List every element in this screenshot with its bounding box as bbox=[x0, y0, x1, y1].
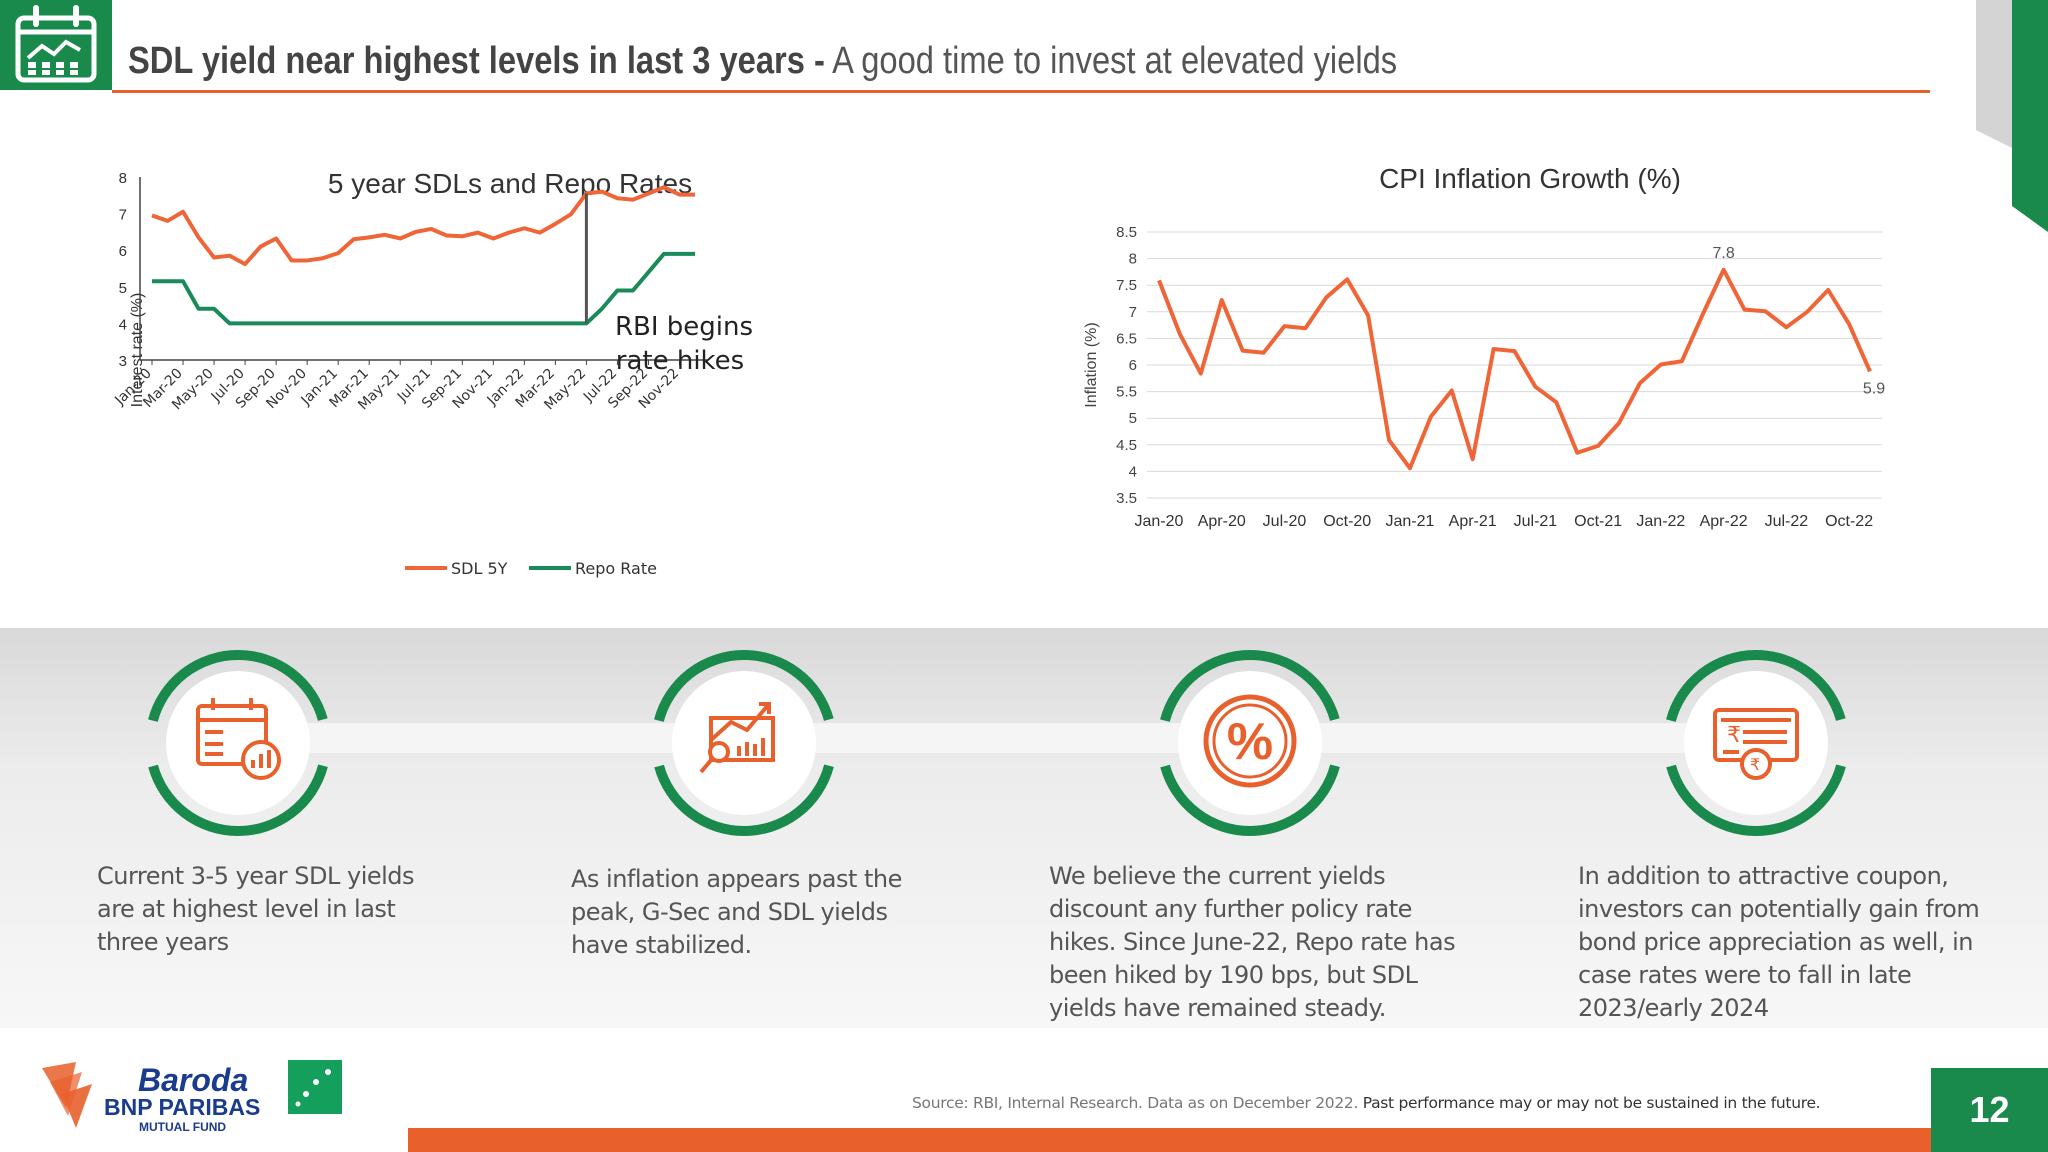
cpi-inflation-line bbox=[1157, 267, 1872, 471]
page-number: 12 bbox=[1931, 1068, 2048, 1152]
page-title: SDL yield near highest levels in last 3 … bbox=[128, 40, 1397, 83]
sdl-5y-line bbox=[151, 185, 695, 267]
y-tick-label: 7.5 bbox=[1116, 277, 1137, 294]
y-axis-label: Inflation (%) bbox=[1083, 322, 1100, 407]
x-tick-label: Jan-22 bbox=[1636, 513, 1685, 530]
y-tick-label: 6.5 bbox=[1116, 330, 1137, 347]
y-tick-label: 4.5 bbox=[1116, 437, 1137, 454]
x-tick-label: Oct-20 bbox=[1323, 513, 1371, 530]
feature-circle-2 bbox=[649, 648, 839, 838]
x-tick-label: Jul-20 bbox=[1263, 513, 1307, 530]
x-tick-label: Jan-20 bbox=[1135, 513, 1184, 530]
brand-logo: Baroda BNP PARIBAS MUTUAL FUND bbox=[36, 1058, 356, 1138]
y-tick-label: 6 bbox=[1129, 357, 1137, 374]
y-tick-label: 4 bbox=[119, 316, 127, 333]
y-tick-label: 4 bbox=[1129, 463, 1137, 480]
y-tick-label: 5.5 bbox=[1116, 384, 1137, 401]
x-tick-label: Jan-21 bbox=[1385, 513, 1434, 530]
data-label: 5.9 bbox=[1863, 380, 1885, 397]
x-tick-label: Oct-21 bbox=[1574, 513, 1622, 530]
y-tick-label: 7 bbox=[119, 207, 127, 224]
x-tick-label: Jul-21 bbox=[1514, 513, 1558, 530]
svg-text:%: % bbox=[1227, 713, 1273, 771]
y-tick-label: 8.5 bbox=[1116, 224, 1137, 241]
svg-text:₹: ₹ bbox=[1727, 723, 1741, 748]
growth-chart-icon bbox=[699, 702, 775, 774]
baroda-sunburst-icon bbox=[42, 1062, 92, 1128]
bnp-stars-icon bbox=[288, 1060, 342, 1114]
source-text: Source: RBI, Internal Research. Data as … bbox=[912, 1094, 1359, 1112]
feature-text-1: Current 3-5 year SDL yields are at highe… bbox=[97, 862, 415, 956]
legend-label: Repo Rate bbox=[575, 559, 657, 578]
x-tick-label: Apr-22 bbox=[1700, 513, 1748, 530]
x-tick-label: Jul-22 bbox=[1765, 513, 1809, 530]
y-tick-label: 3 bbox=[119, 353, 127, 370]
logo-sub: BNP PARIBAS bbox=[104, 1094, 260, 1120]
svg-text:₹: ₹ bbox=[1750, 755, 1760, 774]
logo-tag: MUTUAL FUND bbox=[139, 1120, 226, 1134]
calendar-chart-icon bbox=[0, 0, 112, 90]
y-tick-label: 5 bbox=[1129, 410, 1137, 427]
rupee-cheque-icon: ₹ ₹ bbox=[1713, 708, 1799, 780]
annotation-line-2: rate hikes bbox=[616, 346, 744, 376]
y-tick-label: 3.5 bbox=[1116, 490, 1137, 507]
x-tick-label: Apr-20 bbox=[1198, 513, 1246, 530]
x-tick-label: Oct-22 bbox=[1825, 513, 1873, 530]
y-tick-label: 6 bbox=[119, 243, 127, 260]
disclaimer-text: Past performance may or may not be susta… bbox=[1362, 1094, 1821, 1112]
title-bold: SDL yield near highest levels in last 3 … bbox=[128, 40, 825, 82]
calendar-chart-icon bbox=[196, 698, 281, 780]
y-tick-label: 5 bbox=[119, 280, 127, 297]
sdl-repo-chart: 5 year SDLs and Repo Rates Interest rate… bbox=[111, 168, 753, 578]
footer-source: Source: RBI, Internal Research. Data as … bbox=[912, 1094, 1821, 1112]
legend-label: SDL 5Y bbox=[451, 559, 508, 578]
title-divider bbox=[112, 90, 1930, 93]
y-tick-label: 7 bbox=[1129, 304, 1137, 321]
footer-bar bbox=[408, 1128, 1931, 1152]
chart-title: CPI Inflation Growth (%) bbox=[1379, 163, 1681, 194]
feature-text-2: As inflation appears past the peak, G-Se… bbox=[571, 865, 902, 959]
y-tick-label: 8 bbox=[119, 170, 127, 187]
chart-title: 5 year SDLs and Repo Rates bbox=[328, 168, 692, 199]
feature-circle-4: ₹ ₹ bbox=[1661, 648, 1851, 838]
feature-track bbox=[200, 723, 1720, 753]
feature-circle-1 bbox=[143, 648, 333, 838]
corner-decoration bbox=[1976, 0, 2048, 232]
cpi-inflation-chart: CPI Inflation Growth (%) Inflation (%) 3… bbox=[1083, 163, 1885, 530]
feature-text-3: We believe the current yields discount a… bbox=[1049, 862, 1456, 1022]
percent-icon: % bbox=[1203, 694, 1297, 788]
data-label: 7.8 bbox=[1712, 245, 1734, 262]
x-tick-label: Apr-21 bbox=[1449, 513, 1497, 530]
feature-circle-3: % bbox=[1155, 648, 1345, 838]
y-axis-label: Interest rate (%) bbox=[129, 293, 146, 408]
feature-text-4: In addition to attractive coupon, invest… bbox=[1578, 862, 1980, 1022]
logo-name: Baroda bbox=[138, 1062, 248, 1098]
repo-rate-line bbox=[152, 251, 695, 326]
title-light: A good time to invest at elevated yields bbox=[832, 40, 1398, 82]
y-tick-label: 8 bbox=[1129, 251, 1137, 268]
annotation-line-1: RBI begins bbox=[615, 312, 753, 342]
